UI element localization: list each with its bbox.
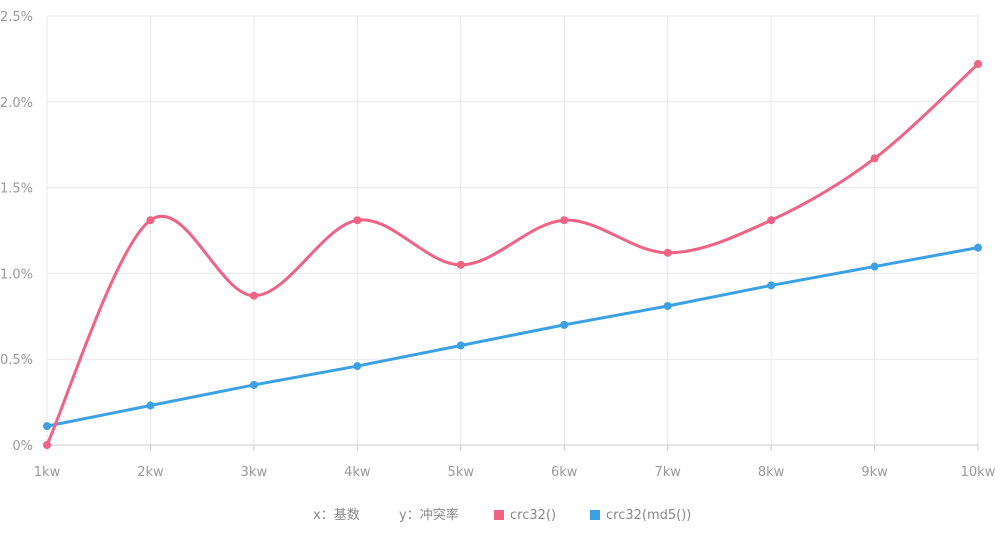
- x-tick-label: 3kw: [241, 465, 268, 480]
- data-point-crc32[interactable]: [249, 291, 258, 300]
- data-point-crc32[interactable]: [43, 441, 51, 449]
- axis-layer: 0% 0.5% 1.0% 1.5% 2.0% 2.5% 1kw 2kw 3kw 4kw 5kw 6kw…: [0, 10, 996, 480]
- y-tick-label: 1.0%: [0, 267, 33, 282]
- data-point-crc32[interactable]: [560, 216, 569, 225]
- data-point-crc32[interactable]: [146, 216, 155, 225]
- series-line-crc32: [45, 62, 980, 447]
- data-point-crc32-md5[interactable]: [43, 422, 51, 431]
- data-point-crc32[interactable]: [870, 154, 879, 163]
- grid-layer: [46, 15, 979, 445]
- data-point-crc32[interactable]: [456, 260, 465, 269]
- y-tick-label: 0%: [12, 439, 33, 454]
- data-point-crc32-md5[interactable]: [663, 302, 672, 311]
- legend: x：基数 y：冲突率 crc32() crc32(md5()): [313, 507, 691, 523]
- data-point-crc32[interactable]: [663, 248, 672, 257]
- x-tick-label: 4kw: [344, 465, 371, 480]
- data-point-crc32-md5[interactable]: [353, 362, 362, 371]
- data-point-crc32-md5[interactable]: [870, 262, 879, 271]
- x-tick-label: 10kw: [961, 465, 996, 480]
- data-point-crc32-md5[interactable]: [974, 243, 982, 252]
- x-tick-label: 6kw: [551, 465, 578, 480]
- x-tick-label: 2kw: [137, 465, 164, 480]
- series-layer: [43, 60, 982, 449]
- x-tick-label: 9kw: [861, 465, 888, 480]
- data-point-crc32-md5[interactable]: [249, 380, 258, 389]
- y-tick-label: 1.5%: [0, 182, 33, 197]
- legend-label-crc32-md5[interactable]: crc32(md5()): [606, 508, 691, 523]
- y-tick-label: 2.0%: [0, 96, 33, 111]
- data-point-crc32-md5[interactable]: [456, 341, 465, 350]
- legend-swatch-crc32[interactable]: [494, 510, 504, 520]
- x-tick-label: 8kw: [758, 465, 785, 480]
- legend-y-note: y：冲突率: [399, 507, 459, 523]
- legend-x-note: x：基数: [313, 508, 360, 523]
- y-tick-label: 2.5%: [0, 10, 33, 25]
- y-tick-label: 0.5%: [0, 353, 33, 368]
- legend-swatch-crc32-md5[interactable]: [590, 510, 600, 520]
- data-point-crc32[interactable]: [974, 60, 982, 69]
- series-line-crc32-md5: [45, 246, 980, 428]
- data-point-crc32-md5[interactable]: [146, 401, 155, 410]
- data-point-crc32[interactable]: [767, 216, 776, 225]
- legend-label-crc32[interactable]: crc32(): [510, 508, 556, 523]
- x-tick-label: 7kw: [654, 465, 681, 480]
- x-tick-label: 1kw: [34, 465, 61, 480]
- data-point-crc32-md5[interactable]: [560, 320, 569, 329]
- data-point-crc32-md5[interactable]: [767, 281, 776, 290]
- x-tick-label: 5kw: [448, 465, 475, 480]
- data-point-crc32[interactable]: [353, 216, 362, 225]
